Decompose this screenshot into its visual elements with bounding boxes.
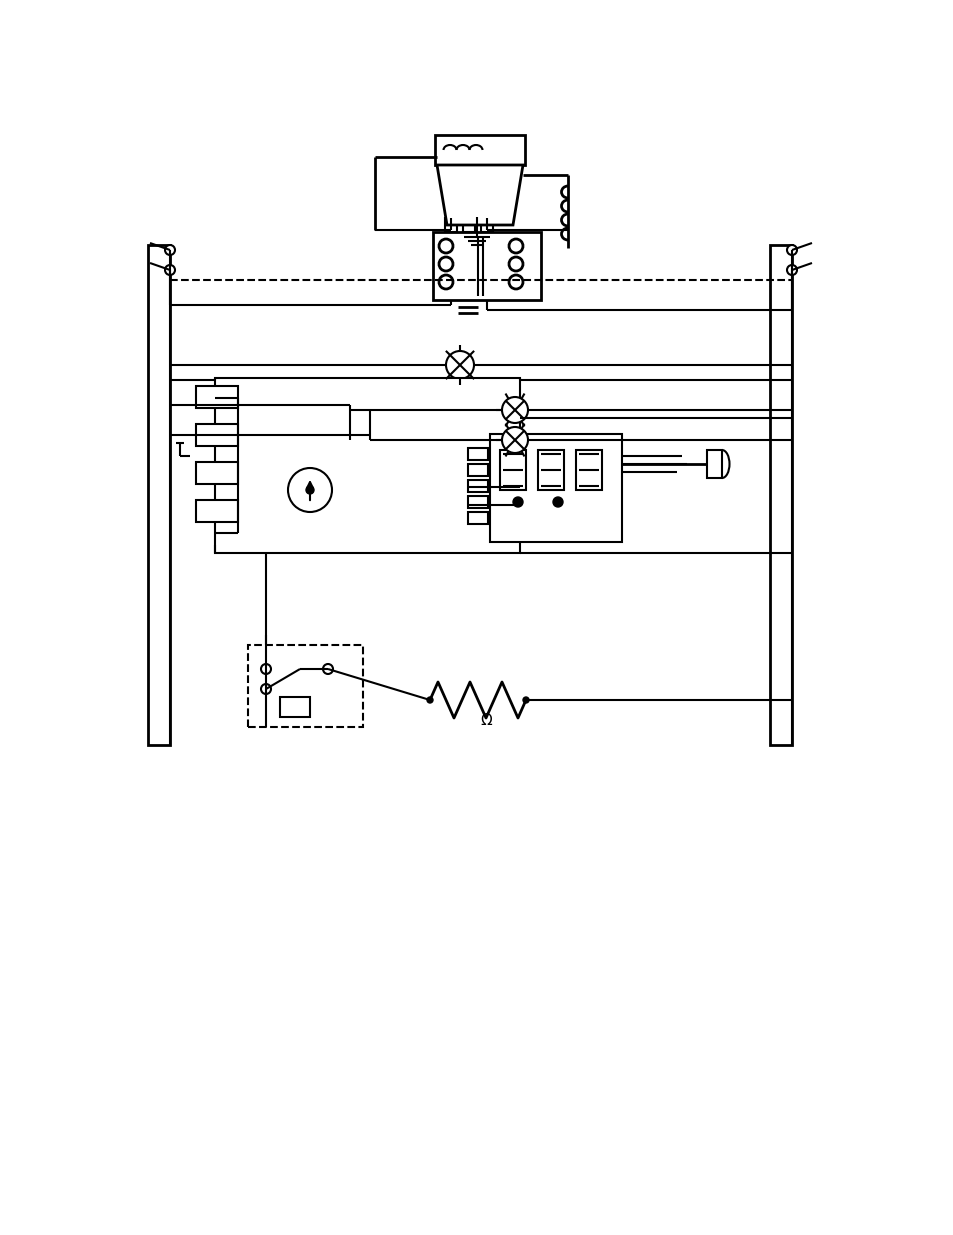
Circle shape xyxy=(501,427,527,453)
Circle shape xyxy=(306,487,314,494)
Bar xyxy=(499,450,525,490)
Circle shape xyxy=(553,496,562,508)
Bar xyxy=(435,135,524,165)
Bar xyxy=(195,462,237,484)
Bar xyxy=(468,464,488,475)
Circle shape xyxy=(786,245,796,254)
Bar xyxy=(450,170,468,183)
Bar xyxy=(248,645,363,727)
Bar xyxy=(769,245,791,745)
Circle shape xyxy=(165,245,174,254)
Bar xyxy=(195,424,237,446)
Circle shape xyxy=(427,697,433,703)
Bar xyxy=(148,245,170,745)
Bar xyxy=(576,450,601,490)
Circle shape xyxy=(513,496,522,508)
Bar xyxy=(493,170,511,183)
Bar xyxy=(470,198,483,217)
Bar xyxy=(468,513,488,524)
Bar xyxy=(444,219,456,232)
Circle shape xyxy=(288,468,332,513)
Bar xyxy=(468,480,488,492)
Bar xyxy=(468,496,488,508)
Circle shape xyxy=(165,266,174,275)
Circle shape xyxy=(501,396,527,424)
Circle shape xyxy=(786,266,796,275)
Bar xyxy=(280,697,310,718)
Bar xyxy=(195,500,237,522)
Bar xyxy=(214,378,519,553)
Text: Ω: Ω xyxy=(479,713,492,727)
Bar xyxy=(433,232,540,300)
Circle shape xyxy=(261,684,271,694)
Bar xyxy=(462,219,475,232)
Bar xyxy=(480,219,493,232)
Circle shape xyxy=(261,664,271,674)
Bar xyxy=(195,387,237,408)
Bar xyxy=(537,450,563,490)
Polygon shape xyxy=(436,165,522,225)
Circle shape xyxy=(446,351,474,379)
Bar xyxy=(706,450,721,478)
Bar xyxy=(468,448,488,459)
Bar xyxy=(490,433,621,542)
Circle shape xyxy=(522,697,529,703)
Circle shape xyxy=(323,664,333,674)
